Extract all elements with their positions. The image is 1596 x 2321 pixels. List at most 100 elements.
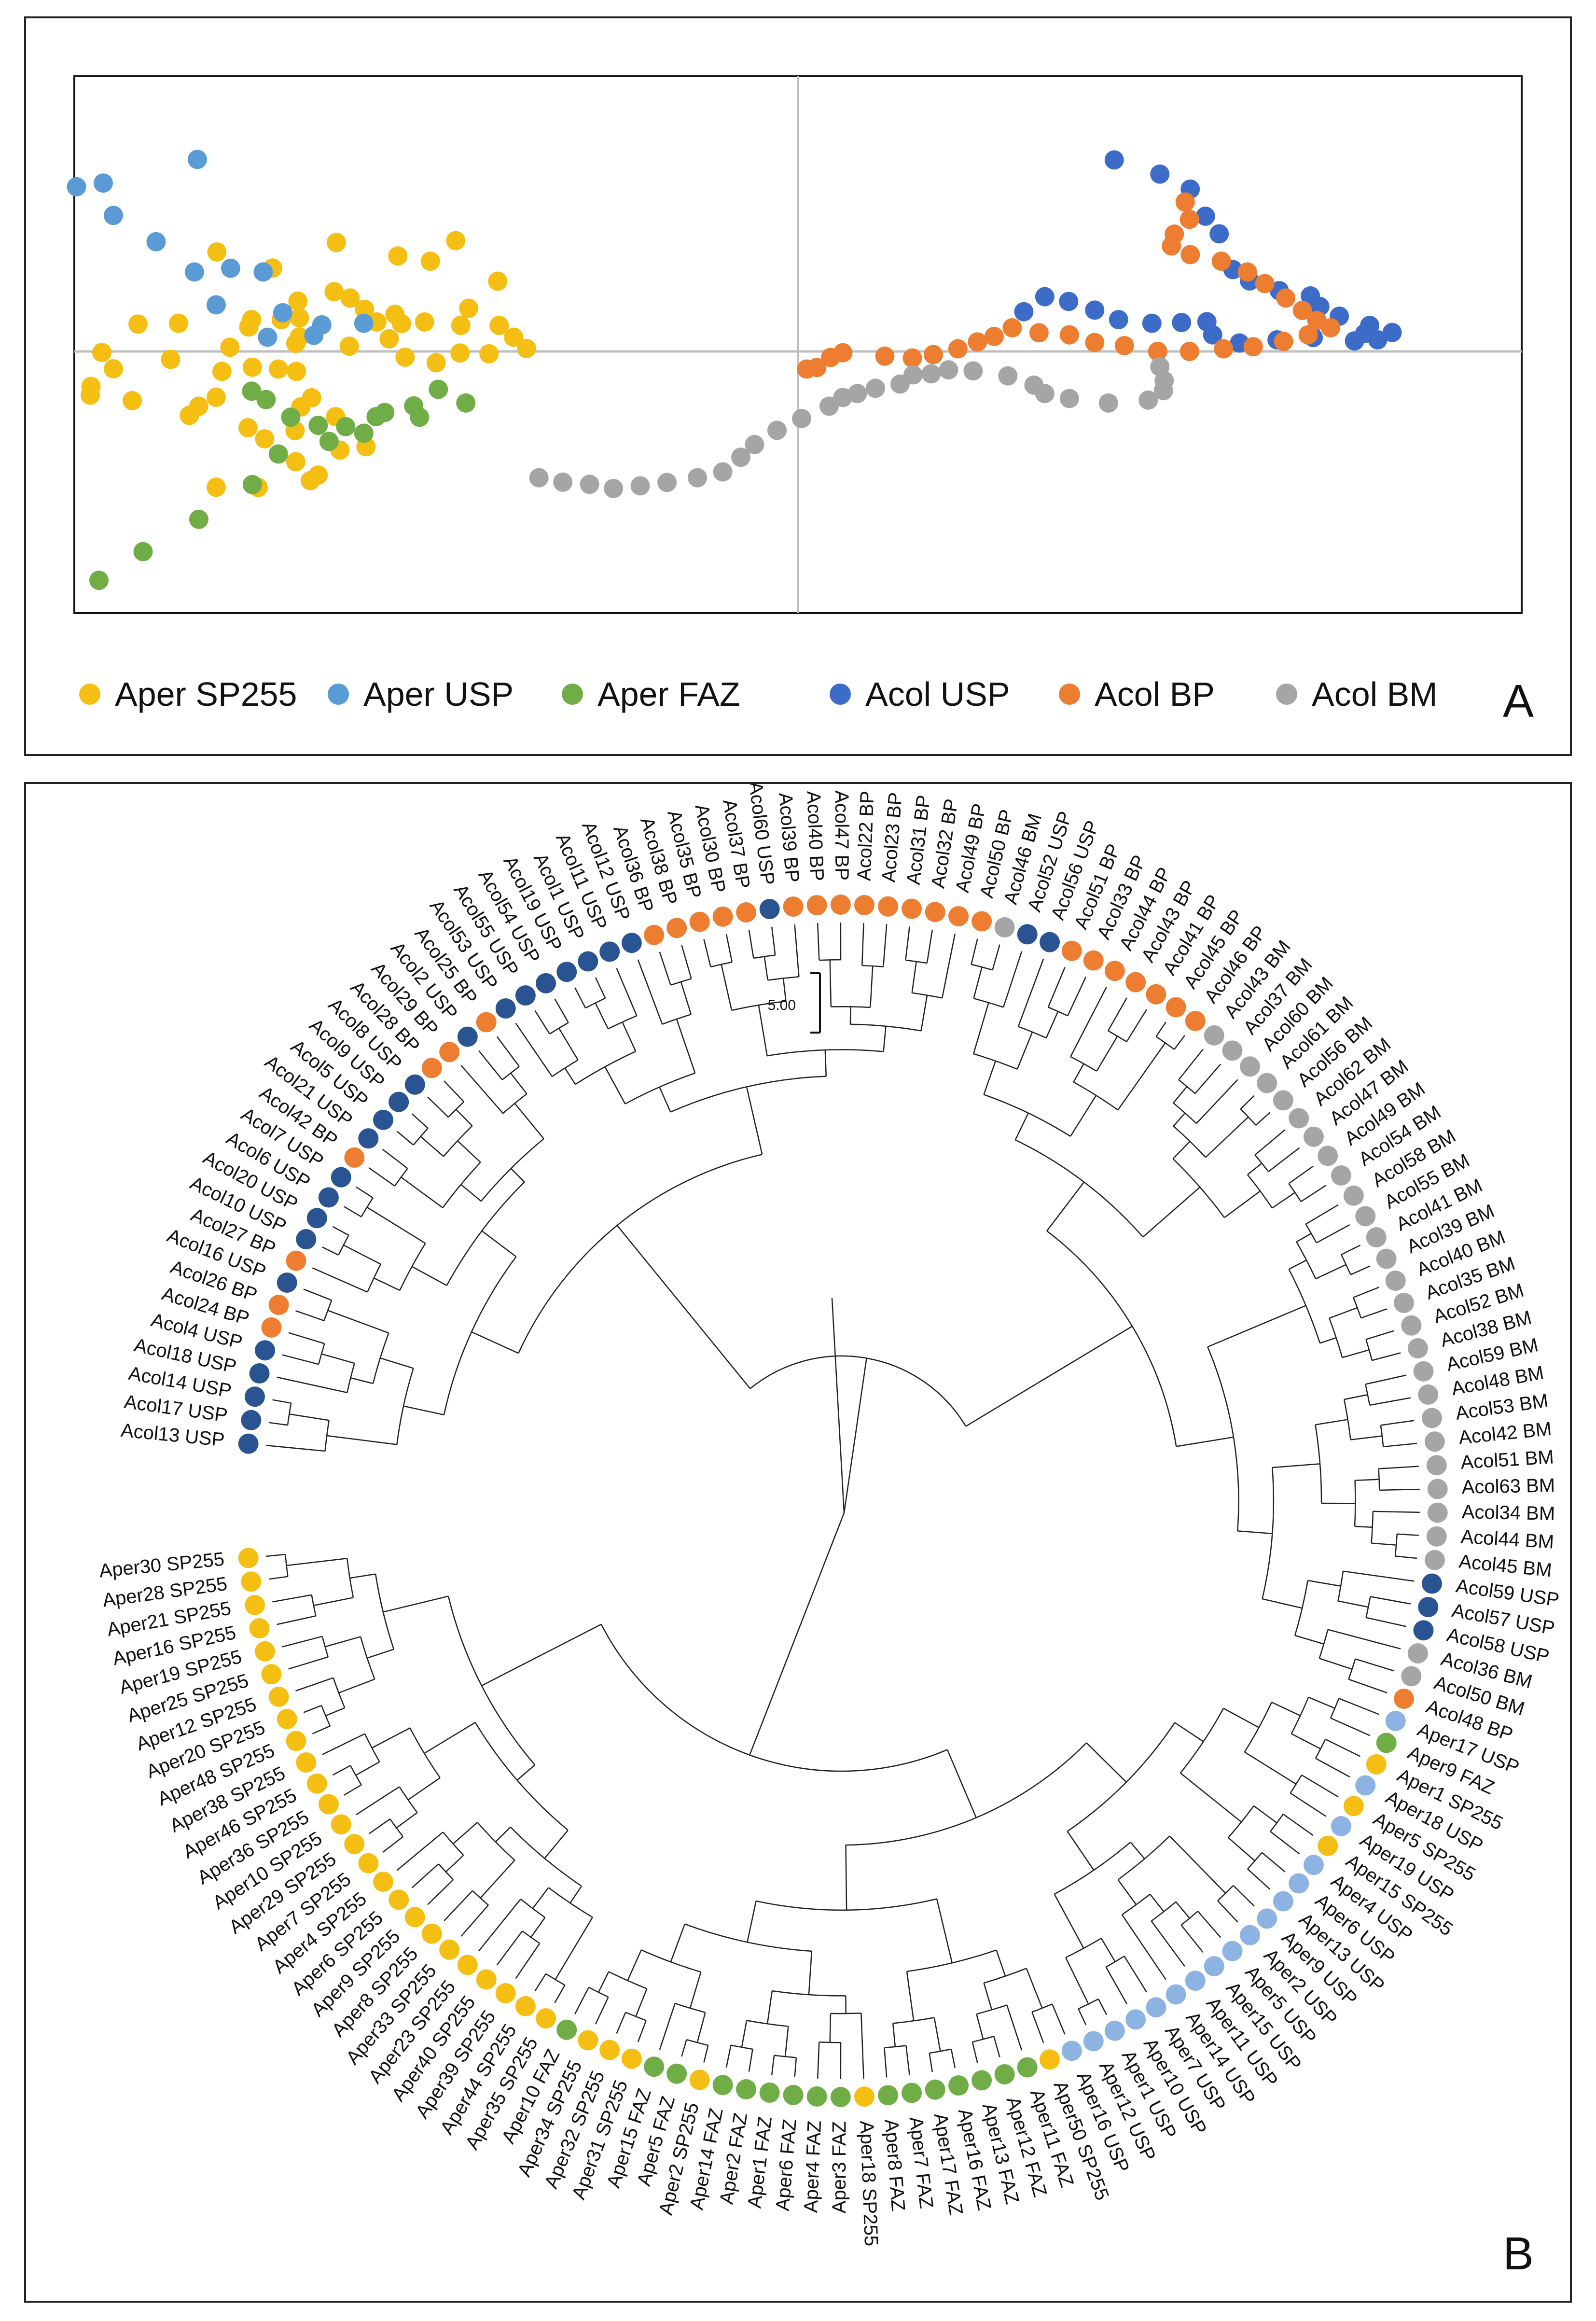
branch-arc-218 [1315,1425,1322,1503]
legend-label-aper-faz: Aper FAZ [597,675,740,713]
branch-arc-425 [389,1818,404,1837]
leaf-dot-aper16-faz [948,2075,969,2096]
branch-439 [295,1677,333,1692]
leaf-dot-aper44-sp255 [515,1996,536,2016]
branch-301 [1121,1914,1166,1980]
point-acol-bp-3 [1162,236,1181,256]
point-aper-sp255-26 [242,357,262,377]
leaf-dot-acol47-bm [1303,1126,1324,1147]
branch-arc-107 [767,976,799,981]
leaf-dot-aper33-sp255 [439,1939,460,1960]
branch-arc-263 [1067,1722,1176,1832]
branch-10 [380,1357,414,1369]
branch-arc-32 [446,1181,525,1286]
branch-18 [350,1377,374,1384]
point-aper-usp-12 [304,325,324,345]
leaf-dot-aper15-sp255 [1318,1835,1338,1856]
leaf-dot-aper23-sp255 [457,1955,478,1975]
branch-267 [1271,1702,1301,1717]
branch-130 [1176,1436,1234,1447]
point-aper-sp255-13 [504,327,524,347]
point-acol-bm-16 [833,388,853,407]
point-aper-faz-4 [336,417,356,436]
branch-84 [595,1003,609,1029]
branch-arc-359 [746,2020,789,2027]
branch-arc-323 [906,1949,997,1972]
leaf-dot-aper4-usp [1303,1855,1324,1875]
branch-387 [544,1830,569,1859]
leaf-dot-acol39-bm [1376,1248,1397,1269]
branch-arc-71 [670,1076,826,1113]
branch-117 [817,923,820,961]
branch-342 [905,2045,910,2075]
branch-arc-299 [1217,1885,1234,1902]
point-acol-bm-10 [939,360,958,380]
point-aper-sp255-23 [286,334,305,353]
leaf-dot-aper18-usp [1355,1775,1376,1796]
leaf-dot-acol18-usp [249,1363,270,1384]
leaf-dot-aper20-sp255 [277,1708,297,1729]
branch-150 [1047,967,1066,1007]
branch-270 [1308,1696,1335,1709]
branch-arc-113 [850,1023,921,1032]
branch-252 [1355,1658,1395,1672]
branch-154 [1117,1042,1166,1111]
branch-241 [1294,1635,1324,1645]
leaf-label-aper3-faz: Aper3 FAZ [829,2121,850,2213]
branch-388 [424,1722,476,1754]
branch-90 [637,959,663,1025]
point-acol-bp-18 [1114,336,1134,356]
branch-184 [1268,1147,1300,1173]
leaf-dot-aper32-sp255 [599,2040,620,2060]
branch-279 [1301,1774,1339,1798]
branch-373 [681,2039,687,2057]
branch-arc-332 [976,2004,1007,2015]
branch-13 [289,1413,329,1421]
point-acol-bp-0 [1175,192,1195,212]
branch-423 [382,1836,403,1853]
leaf-dot-acol38-bm [1407,1338,1428,1358]
branch-87 [574,987,586,1008]
point-aper-sp255-9 [415,312,434,332]
leaf-dot-aper28-sp255 [241,1571,262,1592]
branch-294 [1169,1835,1226,1894]
point-aper-sp255-21 [339,336,359,356]
leaf-dot-acol2-usp [457,1026,478,1047]
branch-102 [703,939,711,967]
branch-210 [1366,1330,1395,1340]
point-acol-bp-4 [1180,245,1200,265]
branch-283 [1228,1837,1255,1861]
branch-174 [1178,1049,1204,1080]
scale-bar-label: 5.00 [768,997,796,1013]
branch-334 [971,2041,978,2063]
leaf-dot-acol27-bp [286,1250,306,1271]
branch-115 [870,966,874,1008]
branch-7 [481,1230,517,1258]
branch-132 [1014,1113,1029,1140]
branch-151 [1067,976,1087,1016]
branch-312 [1124,1956,1147,1993]
point-aper-faz-17 [89,571,109,590]
branch-94 [681,945,692,979]
branch-361 [771,2055,775,2075]
branch-168 [1173,1112,1186,1127]
branch-45 [460,1184,482,1202]
leaf-dot-acol62-bm [1289,1108,1309,1129]
point-aper-sp255-6 [488,271,508,291]
branch-196 [1315,1264,1346,1280]
branch-96 [758,1005,768,1056]
branch-324 [1026,1968,1043,2009]
point-acol-bp-22 [1002,318,1022,337]
leaf-dot-acol49-bm [1318,1146,1338,1166]
leaf-dot-aper12-sp255 [268,1686,289,1707]
branch-arc-416 [438,1863,454,1880]
point-aper-sp255-58 [300,471,320,490]
leaf-dot-aper50-sp255 [1040,2049,1060,2070]
leaf-dot-acol5-usp [373,1109,394,1130]
branch-arc-173 [1173,1102,1197,1124]
point-acol-bp-7 [1255,274,1275,294]
leaf-dot-acol31-bp [901,898,922,919]
point-aper-sp255-45 [161,350,180,369]
branch-187 [1301,1185,1327,1202]
branch-arc-179 [1240,1108,1257,1126]
